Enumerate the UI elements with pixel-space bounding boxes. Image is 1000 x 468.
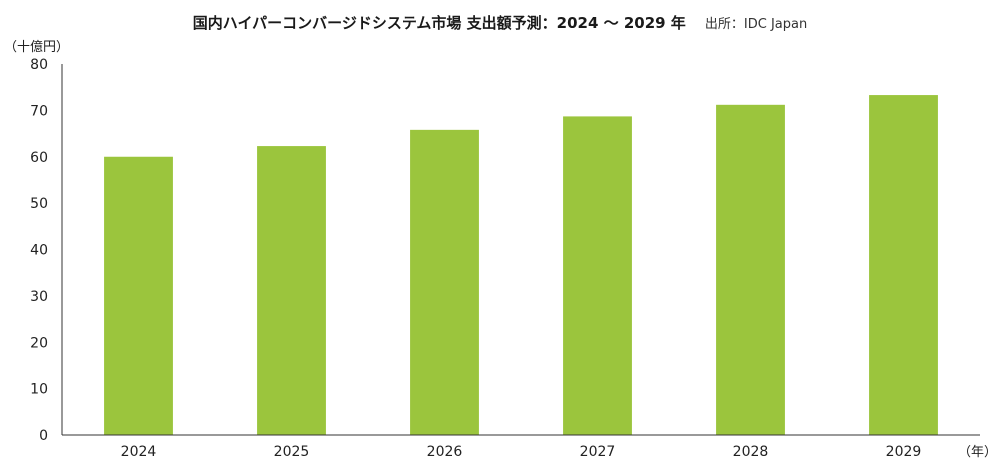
y-tick-label: 30 xyxy=(30,289,48,305)
x-tick-label: 2029 xyxy=(886,444,922,460)
chart-source: 出所：IDC Japan xyxy=(704,17,808,32)
y-tick-label: 0 xyxy=(39,428,48,444)
bars xyxy=(104,95,938,436)
x-axis-unit-label: （年） xyxy=(958,445,998,460)
y-tick-label: 40 xyxy=(30,243,48,259)
x-axis-ticks: 2024 2025 2026 2027 2028 2029 xyxy=(121,444,922,460)
x-tick-label: 2028 xyxy=(733,444,769,460)
y-axis-ticks: 0 10 20 30 40 50 60 70 80 xyxy=(30,57,48,444)
x-tick-label: 2024 xyxy=(121,444,157,460)
x-tick-label: 2025 xyxy=(274,444,310,460)
x-tick-label: 2026 xyxy=(427,444,463,460)
y-tick-label: 10 xyxy=(30,382,48,398)
bar-2025 xyxy=(257,146,326,436)
x-tick-label: 2027 xyxy=(580,444,616,460)
bar-2029 xyxy=(869,95,938,435)
y-tick-label: 70 xyxy=(30,103,48,119)
y-tick-label: 20 xyxy=(30,335,48,351)
chart-header: 国内ハイパーコンバージドシステム市場 支出額予測：2024 〜 2029 年 出… xyxy=(0,12,1000,33)
bar-2024 xyxy=(104,156,173,435)
bar-2028 xyxy=(716,104,785,435)
bar-2027 xyxy=(563,116,632,435)
y-tick-label: 50 xyxy=(30,196,48,212)
y-axis-unit-label: （十億円） xyxy=(4,40,70,55)
chart-title: 国内ハイパーコンバージドシステム市場 支出額予測：2024 〜 2029 年 xyxy=(192,14,686,32)
y-tick-label: 60 xyxy=(30,150,48,166)
bar-2026 xyxy=(410,129,479,436)
y-tick-label: 80 xyxy=(30,57,48,73)
